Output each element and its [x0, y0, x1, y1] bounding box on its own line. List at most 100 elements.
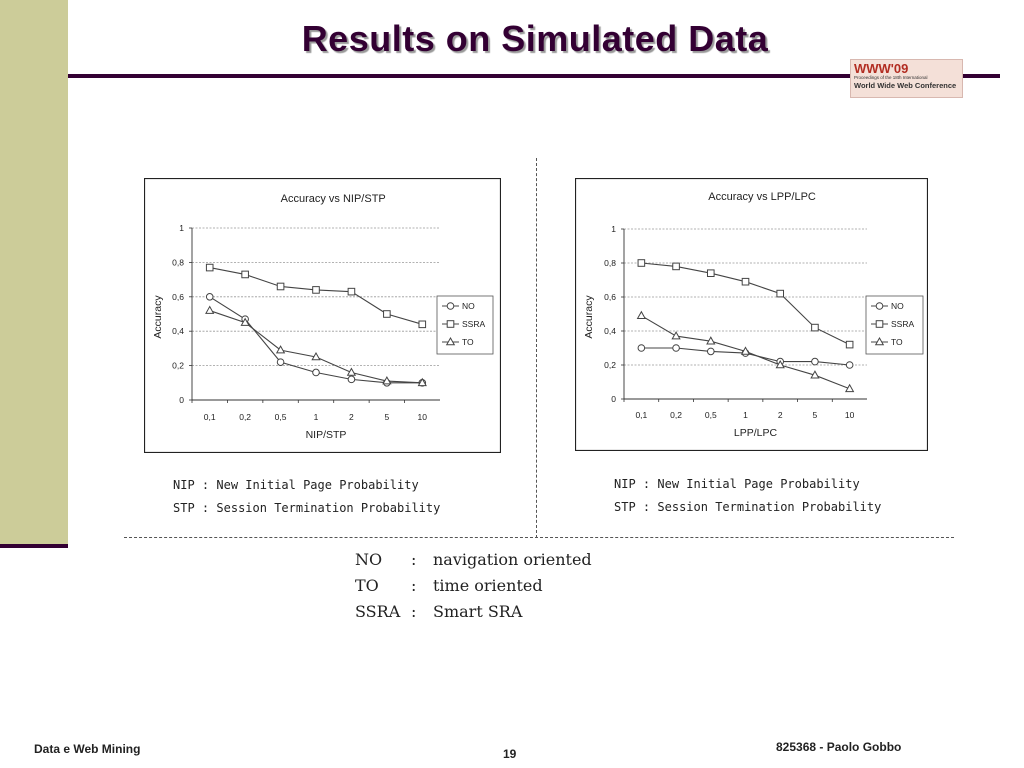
- legend-marker-ssra: [446, 320, 455, 328]
- legend-label: NO: [891, 301, 904, 311]
- data-point-to: [810, 370, 820, 379]
- y-tick-label: 0,2: [172, 361, 184, 371]
- data-point-to: [382, 376, 392, 385]
- chart-title: Accuracy vs LPP/LPC: [708, 191, 816, 203]
- abbreviation-colon: :: [411, 576, 417, 595]
- definition-colon: :: [201, 478, 210, 492]
- definition-abbr: NIP: [614, 477, 636, 491]
- footer-right-text: 825368 - Paolo Gobbo: [776, 740, 902, 754]
- abbreviation-abbr: SSRA: [355, 602, 401, 621]
- data-point-no: [637, 344, 646, 352]
- y-axis-label: Accuracy: [583, 295, 595, 339]
- footer-page-number: 19: [503, 747, 517, 761]
- data-point-to: [775, 359, 785, 369]
- definition-colon: :: [642, 477, 651, 491]
- data-point-to: [417, 377, 427, 387]
- sidebar-bottom-rule: [0, 544, 68, 548]
- legend-marker-no: [446, 302, 455, 310]
- x-tick-label: 5: [813, 410, 818, 420]
- x-tick-label: 10: [845, 410, 855, 420]
- data-point-no: [347, 375, 356, 384]
- definition-abbr: STP: [614, 500, 636, 514]
- y-tick-label: 0,2: [604, 360, 616, 370]
- data-point-ssra: [205, 263, 214, 272]
- chart-accuracy-nip-stp: Accuracy vs NIP/STP 0 0,2 0,4 0,6 0,8 1 0,1 0,2 0…: [144, 178, 501, 453]
- x-tick-label: 1: [314, 412, 319, 422]
- sidebar-band: [0, 0, 68, 547]
- chart-accuracy-lpp-lpc: Accuracy vs LPP/LPC 0 0,2 0,4 0,6 0,8 1 0,1 0,2 0…: [575, 178, 928, 451]
- y-tick-label: 0: [179, 395, 184, 405]
- data-point-no: [312, 368, 320, 377]
- vertical-separator: [536, 158, 537, 538]
- slide-title: Results on Simulated Data: [301, 18, 769, 59]
- definition-row: NIP : New Initial Page Probability: [173, 478, 419, 492]
- x-tick-label: 10: [418, 412, 428, 422]
- definition-abbr: STP: [173, 501, 195, 515]
- y-tick-label: 0,4: [172, 326, 184, 336]
- data-point-ssra: [811, 323, 819, 332]
- data-point-no: [276, 358, 285, 366]
- x-tick-label: 0,1: [635, 410, 647, 420]
- data-point-to: [205, 305, 215, 314]
- y-tick-label: 0,6: [604, 292, 616, 302]
- conference-logo: WWW'09 Proceedings of the 18th Internati…: [850, 59, 963, 98]
- y-tick-label: 0: [611, 394, 616, 404]
- data-point-to: [311, 351, 321, 361]
- x-tick-label: 2: [778, 410, 783, 420]
- y-tick-label: 1: [179, 223, 184, 233]
- definition-row: STP : Session Termination Probability: [173, 501, 440, 515]
- definition-colon: :: [201, 501, 210, 515]
- data-point-no: [672, 344, 680, 352]
- y-tick-label: 0,6: [172, 292, 184, 302]
- data-point-ssra: [637, 259, 646, 267]
- data-point-ssra: [347, 287, 356, 296]
- definition-text: Session Termination Probability: [216, 501, 441, 515]
- data-point-to: [636, 310, 647, 319]
- data-point-no: [706, 347, 715, 356]
- legend-label: TO: [462, 337, 474, 347]
- x-tick-label: 0,1: [204, 412, 216, 422]
- legend-label: TO: [891, 337, 903, 347]
- legend-marker-to: [874, 336, 885, 346]
- data-point-ssra: [776, 289, 785, 298]
- data-point-to: [240, 317, 250, 326]
- x-axis-label: LPP/LPC: [734, 427, 778, 439]
- legend-marker-to: [445, 336, 456, 346]
- horizontal-separator: [124, 537, 954, 538]
- abbreviation-text: Smart SRA: [433, 602, 523, 621]
- data-point-to: [346, 367, 357, 376]
- abbreviation-text: time oriented: [433, 576, 543, 595]
- y-tick-label: 1: [611, 224, 616, 234]
- logo-conference: World Wide Web Conference: [854, 80, 957, 90]
- data-point-ssra: [706, 269, 715, 278]
- abbreviation-abbr: NO: [355, 550, 383, 569]
- y-tick-label: 0,8: [604, 258, 616, 268]
- y-tick-label: 0,8: [172, 257, 184, 267]
- legend-marker-ssra: [875, 320, 884, 328]
- x-tick-label: 0,2: [670, 410, 682, 420]
- definition-row: STP : Session Termination Probability: [614, 500, 881, 514]
- data-point-to: [671, 331, 681, 340]
- abbreviation-colon: :: [411, 550, 417, 569]
- definition-text: New Initial Page Probability: [657, 477, 860, 491]
- x-tick-label: 5: [384, 412, 389, 422]
- data-point-no: [205, 293, 214, 301]
- definition-abbr: NIP: [173, 478, 195, 492]
- data-point-ssra: [276, 282, 285, 291]
- abbreviation-text: navigation oriented: [433, 550, 592, 569]
- legend-label: SSRA: [462, 319, 485, 329]
- y-tick-label: 0,4: [604, 326, 616, 336]
- data-point-ssra: [383, 310, 391, 318]
- definition-colon: :: [642, 500, 651, 514]
- data-point-ssra: [845, 340, 854, 349]
- legend-marker-no: [875, 302, 884, 310]
- data-point-to: [275, 345, 286, 354]
- title-rule: [68, 74, 1000, 78]
- x-tick-label: 0,2: [239, 412, 251, 422]
- definition-row: NIP : New Initial Page Probability: [614, 477, 860, 491]
- chart-title: Accuracy vs NIP/STP: [281, 193, 386, 205]
- x-tick-label: 1: [743, 410, 748, 420]
- abbreviation-abbr: TO: [355, 576, 379, 595]
- data-point-to: [740, 346, 751, 355]
- data-point-ssra: [418, 320, 427, 329]
